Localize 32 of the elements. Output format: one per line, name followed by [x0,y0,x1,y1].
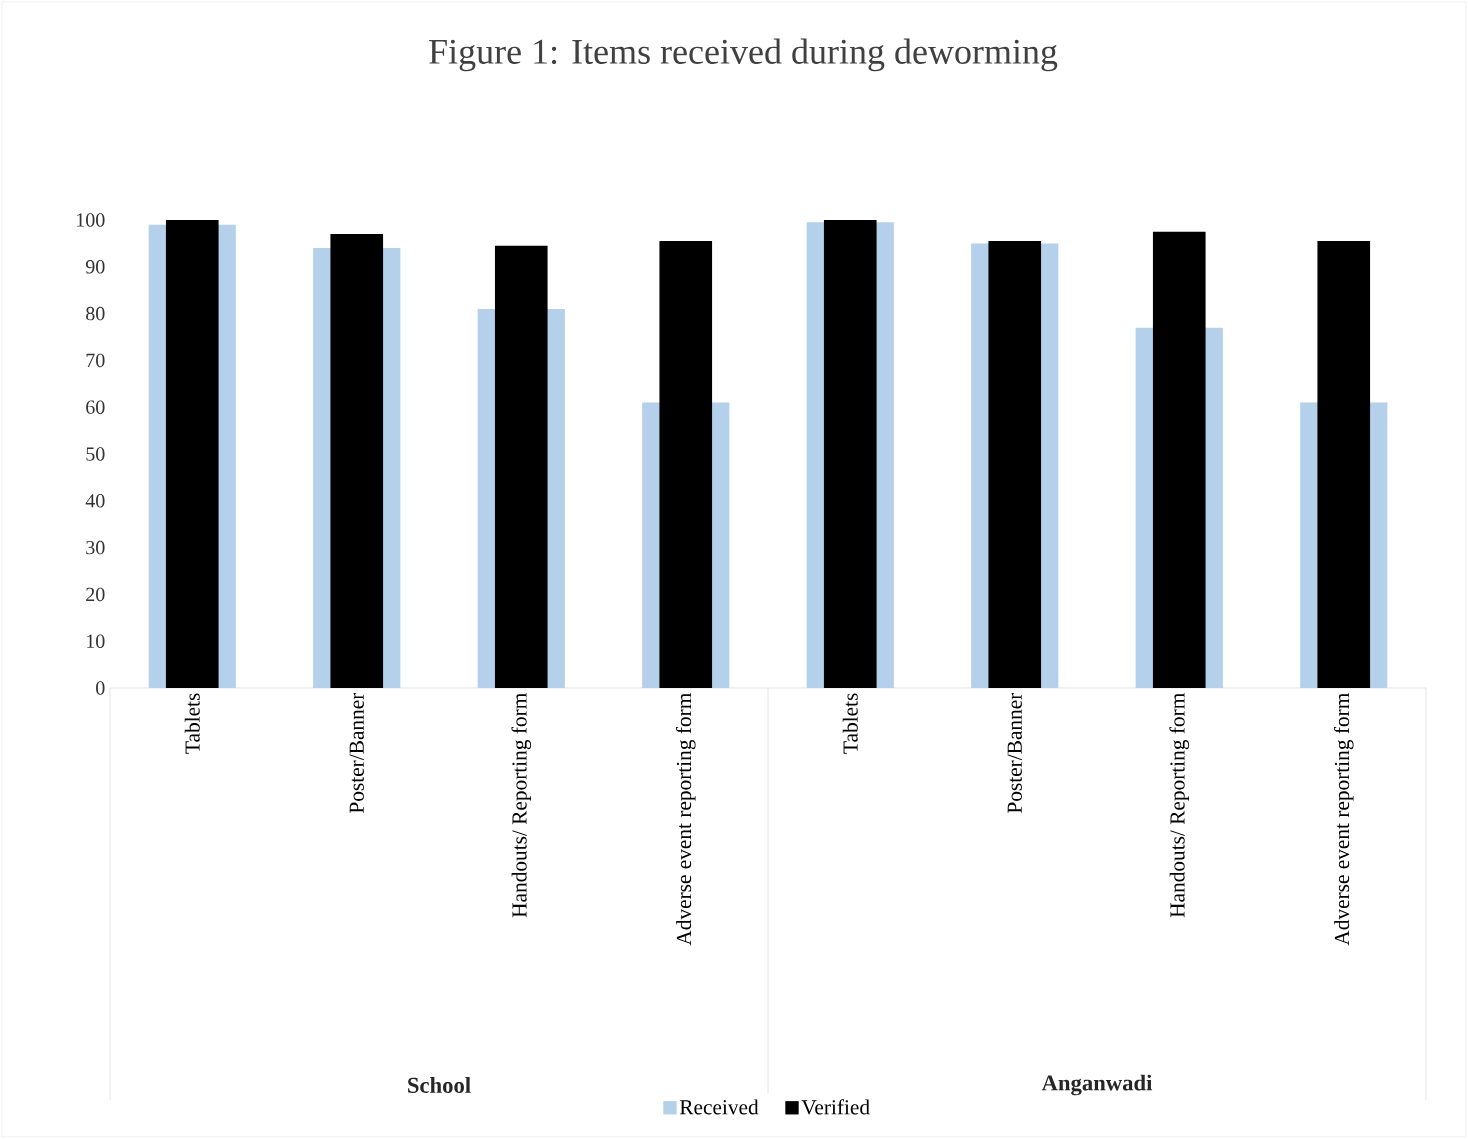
y-tick-label: 10 [87,634,105,648]
y-tick-label: 90 [85,260,105,274]
x-tick-label: Handouts/ Reporting form [511,693,532,918]
x-tick-label: Adverse event reporting form [675,693,696,946]
y-tick-label: 30 [86,540,105,555]
text: Anganwadi [1041,1074,1153,1096]
x-tick-label: Tablets [842,693,858,754]
bar [1317,241,1371,688]
chart-title: Figure 1: Items received during deworming [429,38,1058,72]
y-tick-label: 50 [86,447,105,461]
y-tick-label: 100 [77,213,105,227]
bar [1152,231,1206,688]
bar [823,219,877,688]
legend-label: Received [679,1099,759,1115]
bar [988,241,1042,688]
x-tick-label: Adverse event reporting form [1333,693,1354,946]
legend-label: Verified [801,1099,870,1115]
y-tick-label: 20 [86,587,105,602]
y-tick-label: 60 [86,400,105,414]
x-tick-label: Handouts/ Reporting form [1169,693,1190,918]
y-tick-label: 0 [96,681,105,695]
text: School [408,1077,471,1093]
bar [330,234,384,688]
bar [165,219,219,688]
y-tick-label: 80 [86,306,105,321]
bar [494,245,548,688]
x-tick-label: Poster/Banner [349,692,364,813]
x-tick-label: Tablets [184,693,200,754]
bar [659,241,713,688]
y-tick-label: 70 [86,353,105,368]
x-tick-label: Poster/Banner [1007,692,1022,813]
y-tick-label: 40 [85,494,105,508]
